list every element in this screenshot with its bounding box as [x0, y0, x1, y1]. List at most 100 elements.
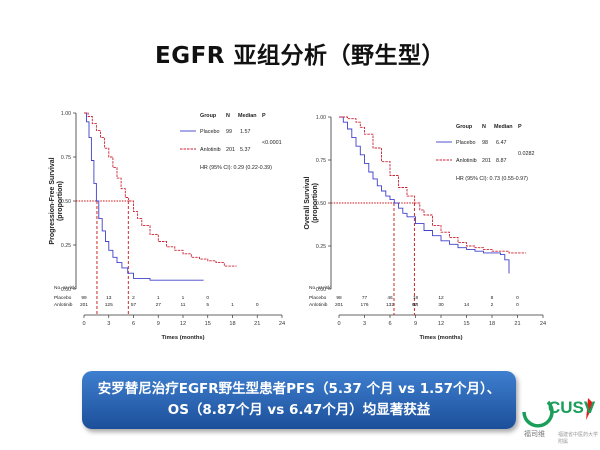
x-tick-label: 12	[180, 321, 186, 327]
y-tick-label: 0.50	[316, 201, 326, 207]
at-risk-group: Anlotinib	[54, 302, 73, 308]
y-tick-label: 0.25	[316, 244, 326, 250]
x-tick-label: 18	[229, 321, 235, 327]
logo-text: CUSV	[548, 398, 596, 417]
x-tick-label: 21	[514, 321, 520, 327]
legend-median: 8.87	[496, 158, 507, 164]
legend-n: 201	[226, 147, 235, 153]
conclusion-box: 安罗替尼治疗EGFR野生型患者PFS（5.37 个月 vs 1.57个月）、OS…	[82, 371, 516, 429]
legend-header: P	[262, 113, 266, 119]
at-risk-label: No. at risk	[54, 285, 76, 291]
x-tick-label: 6	[388, 321, 391, 327]
at-risk-count: 0	[516, 302, 519, 308]
legend-header: N	[226, 113, 230, 119]
x-tick-label: 6	[132, 321, 135, 327]
at-risk-count: 27	[156, 302, 162, 308]
at-risk-count: 98	[336, 295, 342, 301]
legend-hazard-ratio: HR (95% CI): 0.73 (0.55-0.97)	[456, 176, 528, 182]
at-risk-count: 2	[491, 302, 494, 308]
legend-group: Anlotinib	[200, 147, 221, 153]
survival-curve-placebo	[339, 116, 510, 274]
y-tick-label: 0.50	[61, 199, 71, 205]
y-tick-label: 0.25	[61, 243, 71, 249]
legend-header: Group	[456, 124, 473, 130]
at-risk-count: 1	[157, 295, 160, 301]
at-risk-count: 125	[105, 302, 113, 308]
at-risk-count: 2	[132, 295, 135, 301]
legend-n: 201	[482, 158, 491, 164]
at-risk-count: 13	[106, 295, 112, 301]
x-axis-title: Times (months)	[161, 335, 204, 341]
conclusion-text: 安罗替尼治疗EGFR野生型患者PFS（5.37 个月 vs 1.57个月）、OS…	[97, 381, 501, 418]
y-tick-label: 1.00	[316, 115, 326, 121]
logo-mark	[522, 398, 594, 428]
at-risk-count: 8	[491, 295, 494, 301]
km-panel-1: 0.000.250.500.751.000 3 6 9 12 15 18 21 24Times …	[49, 111, 285, 341]
legend-median: 1.57	[240, 129, 251, 135]
x-tick-label: 18	[489, 321, 495, 327]
at-risk-count: 67	[412, 302, 418, 308]
y-tick-label: 0.00	[61, 287, 71, 293]
y-tick-label: 0.00	[316, 287, 326, 293]
at-risk-count: 11	[181, 302, 186, 308]
survival-curve-anlotinib	[339, 116, 526, 254]
x-tick-label: 15	[205, 321, 211, 327]
legend-median: 6.47	[496, 140, 507, 146]
y-tick-label: 0.75	[61, 155, 71, 161]
at-risk-count: 18	[413, 295, 419, 301]
legend-group: Placebo	[200, 129, 219, 135]
logo-subtext: 福司维	[524, 431, 545, 438]
survival-curve-anlotinib	[84, 112, 237, 267]
y-axis-title: Progression-Free Survival	[49, 157, 56, 244]
legend-p-value: 0.0282	[518, 151, 535, 157]
y-axis-title-unit: (proportion)	[312, 183, 319, 223]
at-risk-count: 132	[386, 302, 394, 308]
at-risk-group: Placebo	[54, 295, 72, 301]
at-risk-group: Placebo	[309, 295, 327, 301]
x-tick-label: 3	[107, 321, 110, 327]
at-risk-count: 0	[206, 295, 209, 301]
at-risk-count: 5	[206, 302, 209, 308]
at-risk-count: 99	[81, 295, 87, 301]
at-risk-count: 14	[464, 302, 470, 308]
at-risk-count: 46	[387, 295, 393, 301]
x-tick-label: 24	[279, 321, 285, 327]
x-tick-label: 15	[463, 321, 469, 327]
at-risk-count: 1	[182, 295, 185, 301]
at-risk-count: 30	[438, 302, 444, 308]
legend-header: N	[482, 124, 486, 130]
at-risk-count: 176	[360, 302, 368, 308]
at-risk-count: 0	[256, 302, 259, 308]
at-risk-count: 54	[413, 302, 419, 308]
at-risk-count: 77	[362, 295, 368, 301]
legend-header: Median	[494, 124, 513, 130]
legend-n: 98	[482, 140, 488, 146]
x-tick-label: 0	[337, 321, 340, 327]
at-risk-count: 1	[231, 302, 234, 308]
x-tick-label: 12	[438, 321, 444, 327]
legend-group: Placebo	[456, 140, 475, 146]
x-tick-label: 24	[540, 321, 546, 327]
legend-header: P	[518, 124, 522, 130]
y-tick-label: 1.00	[61, 111, 71, 117]
at-risk-count: 201	[335, 302, 343, 308]
legend-group: Anlotinib	[456, 158, 477, 164]
at-risk-count: 201	[80, 302, 88, 308]
y-axis-title-unit: (proportion)	[57, 181, 64, 221]
x-tick-label: 3	[363, 321, 366, 327]
at-risk-group: Anlotinib	[309, 302, 328, 308]
survival-curve-placebo	[84, 112, 204, 281]
x-tick-label: 0	[82, 321, 85, 327]
legend-median: 5.37	[240, 147, 251, 153]
at-risk-count: 57	[131, 302, 137, 308]
at-risk-count: 0	[516, 295, 519, 301]
at-risk-label: No. at risk	[309, 285, 331, 291]
y-axis-title: Overall Survival	[304, 176, 311, 229]
x-tick-label: 9	[157, 321, 160, 327]
slide-title: EGFR 亚组分析（野生型）	[154, 43, 446, 69]
legend-header: Group	[200, 113, 217, 119]
legend-header: Median	[238, 113, 257, 119]
legend-n: 99	[226, 129, 232, 135]
legend-hazard-ratio: HR (95% CI): 0.29 (0.22-0.39)	[200, 165, 272, 171]
